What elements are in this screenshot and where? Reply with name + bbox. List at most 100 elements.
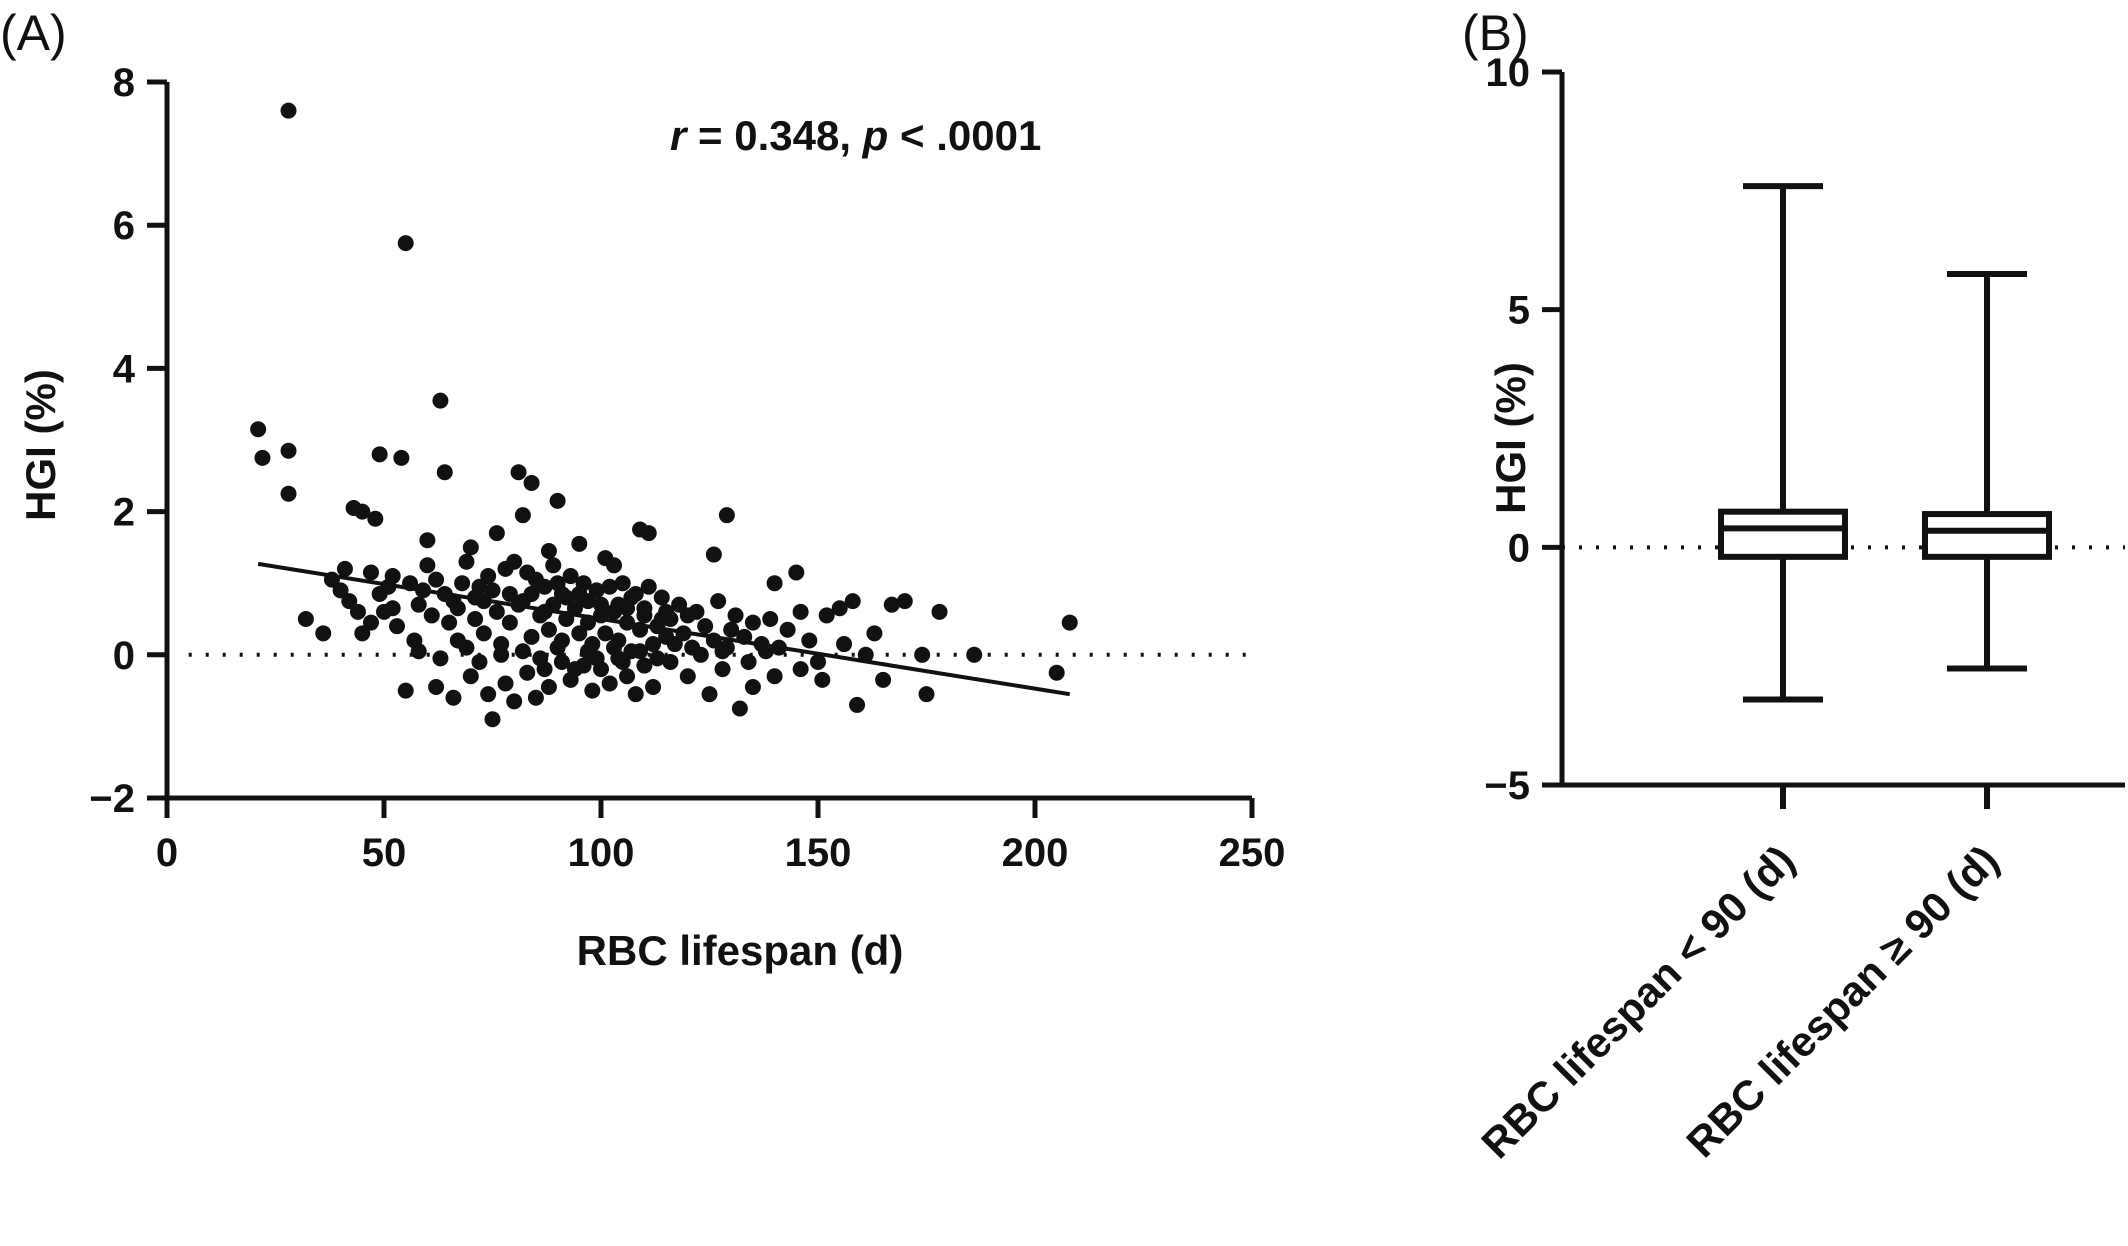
scatter-point — [441, 614, 458, 631]
scatter-point — [632, 643, 649, 660]
y-tick-label: 0 — [113, 634, 135, 678]
scatter-point — [536, 578, 553, 595]
scatter-point — [640, 525, 657, 542]
scatter-point — [692, 646, 709, 663]
scatter-point — [393, 449, 410, 466]
scatter-point — [792, 661, 809, 678]
scatter-point — [428, 679, 445, 696]
scatter-point — [801, 632, 818, 649]
scatter-point — [744, 614, 761, 631]
scatter-point — [849, 696, 866, 713]
scatter-point — [458, 553, 475, 570]
scatter-point — [627, 686, 644, 703]
box-plot-group — [1922, 271, 2052, 672]
scatter-point — [514, 643, 531, 660]
panel-b-label: (B) — [1462, 5, 1529, 61]
scatter-point — [362, 564, 379, 581]
scatter-point — [918, 686, 935, 703]
scatter-point — [701, 686, 718, 703]
scatter-point — [723, 621, 740, 638]
scatter-point — [571, 625, 588, 642]
r-value: = 0.348, — [686, 112, 862, 159]
scatter-point — [640, 578, 657, 595]
scatter-point — [653, 611, 670, 627]
scatter-point — [549, 639, 566, 656]
scatter-point — [645, 679, 662, 696]
scatter-point — [250, 421, 267, 438]
scatter-point — [367, 510, 384, 527]
scatter-point — [645, 636, 662, 653]
scatter-points — [250, 102, 1078, 728]
scatter-point — [480, 568, 497, 585]
scatter-point — [445, 689, 462, 706]
scatter-point — [710, 593, 727, 610]
scatter-point — [844, 593, 861, 610]
scatter-point — [432, 392, 449, 409]
scatter-point — [601, 578, 618, 595]
scatter-point — [914, 646, 931, 663]
scatter-point — [436, 464, 453, 481]
x-ticks: RBC lifespan < 90 (d)RBC lifespan ≥ 90 (… — [1472, 785, 2007, 1167]
x-tick-label: 250 — [1219, 831, 1286, 875]
scatter-point — [718, 639, 735, 656]
scatter-point — [349, 603, 366, 620]
scatter-point — [519, 664, 536, 681]
scatter-point — [619, 600, 636, 617]
iqr-box — [1922, 511, 2052, 560]
scatter-point — [540, 542, 557, 559]
scatter-point — [697, 618, 714, 635]
scatter-point — [389, 618, 406, 635]
scatter-point — [766, 575, 783, 592]
scatter-point — [636, 657, 653, 674]
scatter-point — [501, 585, 518, 602]
y-tick-label: 8 — [113, 61, 135, 105]
scatter-point — [553, 653, 570, 670]
scatter-point — [744, 679, 761, 696]
scatter-point — [362, 614, 379, 631]
scatter-point — [831, 600, 848, 617]
y-axis-title: HGI (%) — [1487, 362, 1534, 514]
scatter-point — [731, 700, 748, 717]
scatter-point — [336, 560, 353, 577]
scatter-point — [540, 621, 557, 638]
scatter-point — [883, 596, 900, 613]
scatter-point — [488, 603, 505, 620]
box-plot-group — [1718, 183, 1848, 703]
scatter-point — [280, 442, 297, 459]
scatter-point — [532, 650, 549, 667]
scatter-point — [792, 603, 809, 620]
scatter-point — [545, 557, 562, 574]
x-axis-title: RBC lifespan (d) — [577, 927, 904, 974]
scatter-point — [488, 525, 505, 542]
scatter-point — [671, 596, 688, 613]
scatter-point — [428, 571, 445, 588]
scatter-point — [397, 682, 414, 699]
p-symbol: p — [862, 112, 889, 159]
scatter-point — [614, 575, 631, 592]
scatter-point — [506, 553, 523, 570]
scatter-point — [458, 639, 475, 656]
y-tick-label: 10 — [1486, 51, 1531, 95]
scatter-point — [371, 446, 388, 463]
scatter-point — [354, 625, 371, 642]
x-ticks: 0 50 100 150 200 250 — [156, 798, 1286, 875]
scatter-point — [297, 611, 314, 627]
scatter-point — [601, 675, 618, 692]
scatter-point — [527, 689, 544, 706]
scatter-point — [419, 557, 436, 574]
scatter-plot-panel: 0 50 100 150 200 250 −2 0 2 4 6 8 RBC lifespan (d)… — [17, 61, 1285, 974]
scatter-point — [341, 593, 358, 610]
box-plots — [1718, 183, 2052, 703]
scatter-point — [762, 611, 779, 627]
scatter-point — [788, 564, 805, 581]
scatter-point — [462, 539, 479, 556]
box-plot-panel: −5 0 5 10 RBC lifespan < 90 (d)RBC lifespan… — [1472, 51, 2125, 1167]
scatter-point — [810, 653, 826, 670]
y-tick-label: −2 — [89, 777, 135, 821]
scatter-point — [931, 603, 948, 620]
scatter-point — [540, 679, 557, 696]
scatter-point — [875, 671, 892, 688]
scatter-point — [593, 596, 609, 613]
scatter-point — [606, 639, 623, 656]
y-ticks: −5 0 5 10 — [1484, 51, 1562, 808]
